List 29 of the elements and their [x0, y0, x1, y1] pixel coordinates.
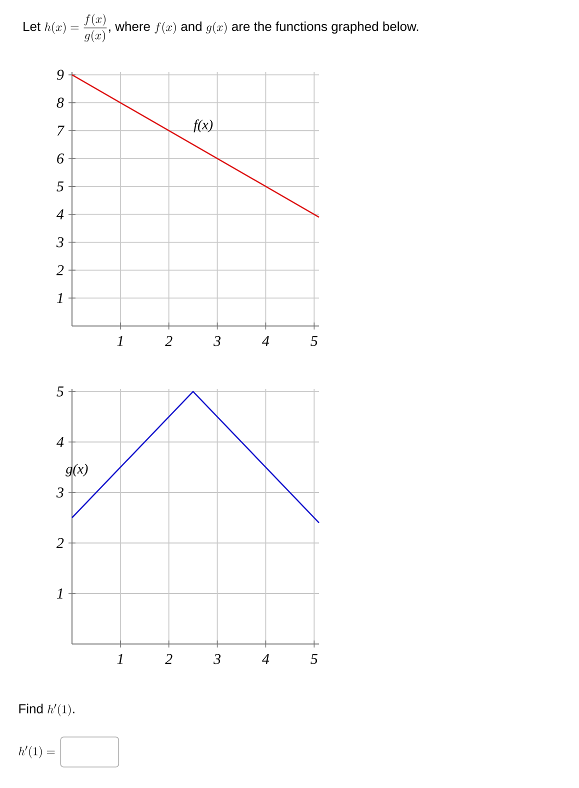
- x-tick-label: 5: [310, 654, 318, 664]
- x-tick-label: 5: [310, 336, 318, 346]
- y-tick-label: 4: [56, 209, 64, 220]
- text: $h'(1) =$: [18, 746, 55, 758]
- y-tick-label: 4: [56, 437, 64, 447]
- x-tick-label: 2: [165, 336, 172, 346]
- y-tick-label: 2: [56, 265, 64, 276]
- y-tick-label: 3: [56, 487, 64, 498]
- text: $\text{Find }h'(1)\text{.}$: [19, 704, 74, 716]
- y-tick-label: 9: [56, 70, 64, 80]
- y-tick-label: 5: [56, 386, 64, 396]
- series-label: g(x): [66, 464, 88, 476]
- chart-title: $\text{Let }h(x)=\dfrac{f(x)}{g(x)}\text{, where }f(x)\text{ and }g(x)\text{ are the functions graphed below.}$: [24, 14, 418, 42]
- y-tick-label: 1: [57, 588, 62, 598]
- x-tick-label: 1: [117, 336, 123, 346]
- series-label: f(x): [194, 119, 213, 132]
- x-tick-label: 4: [262, 654, 270, 664]
- x-tick-label: 3: [214, 336, 221, 346]
- y-tick-label: 2: [56, 538, 64, 548]
- y-tick-label: 5: [56, 181, 64, 192]
- y-tick-label: 3: [56, 237, 64, 248]
- x-tick-label: 3: [214, 654, 221, 664]
- y-tick-label: 8: [56, 98, 64, 108]
- x-tick-label: 4: [262, 336, 270, 346]
- y-tick-label: 6: [57, 153, 64, 164]
- y-tick-label: 1: [57, 293, 62, 304]
- y-tick-label: 7: [57, 126, 64, 136]
- x-tick-label: 2: [165, 654, 172, 664]
- x-tick-label: 1: [117, 654, 123, 664]
